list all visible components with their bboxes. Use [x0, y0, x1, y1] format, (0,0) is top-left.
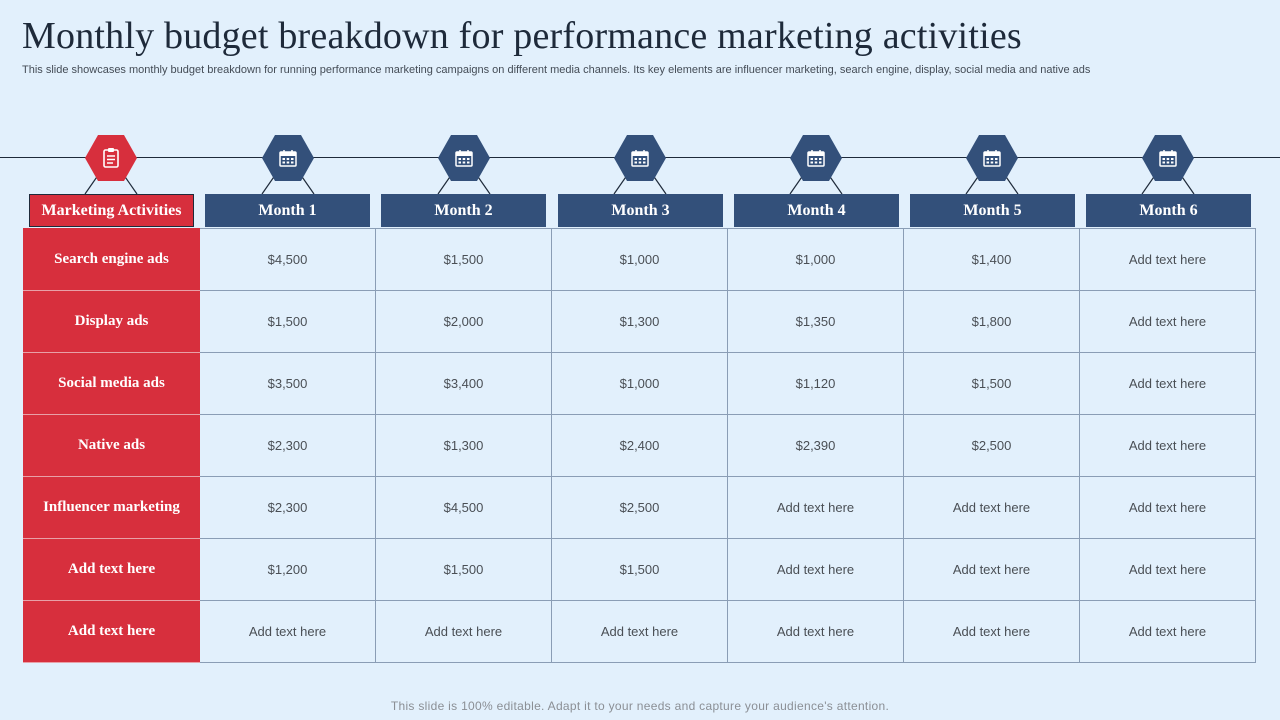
table-cell: $1,500	[199, 290, 376, 353]
calendar-icon	[278, 148, 298, 168]
month-icon-marker	[789, 135, 843, 195]
table-row: Influencer marketing $2,300 $4,500 $2,500 Ad…	[23, 476, 1256, 539]
table-cell: $1,400	[903, 228, 1080, 291]
table-cell: $1,000	[727, 228, 904, 291]
table-cell: $4,500	[199, 228, 376, 291]
footer-note: This slide is 100% editable. Adapt it to…	[390, 699, 890, 713]
table-cell: $1,500	[551, 538, 728, 601]
table-cell: Add text here	[1079, 600, 1256, 663]
table-cell: Add text here	[1079, 476, 1256, 539]
table-cell: Add text here	[727, 476, 904, 539]
table-cell: $3,500	[199, 352, 376, 415]
hexagon-badge	[85, 135, 137, 181]
table-cell: Add text here	[903, 600, 1080, 663]
table-cell: $1,500	[375, 228, 552, 291]
table-row: Native ads $2,300 $1,300 $2,400 $2,390 $2,500…	[23, 414, 1256, 477]
calendar-icon	[806, 148, 826, 168]
row-label: Social media ads	[23, 352, 200, 415]
table-cell: $4,500	[375, 476, 552, 539]
table-cell: $1,000	[551, 228, 728, 291]
budget-table: Search engine ads $4,500 $1,500 $1,000 $1,00…	[23, 228, 1256, 663]
table-cell: $2,500	[903, 414, 1080, 477]
header-marketing-activities: Marketing Activities	[29, 194, 194, 227]
table-cell: $1,300	[551, 290, 728, 353]
table-row: Add text here Add text here Add text here A…	[23, 600, 1256, 663]
row-label: Add text here	[23, 538, 200, 601]
table-cell: Add text here	[903, 476, 1080, 539]
month-icon-marker	[437, 135, 491, 195]
table-cell: $3,400	[375, 352, 552, 415]
table-cell: $1,300	[375, 414, 552, 477]
header-month-5: Month 5	[910, 194, 1075, 227]
calendar-icon	[454, 148, 474, 168]
table-cell: Add text here	[1079, 538, 1256, 601]
header-month-2: Month 2	[381, 194, 546, 227]
hexagon-badge	[790, 135, 842, 181]
table-row: Add text here $1,200 $1,500 $1,500 Add text …	[23, 538, 1256, 601]
table-row: Search engine ads $4,500 $1,500 $1,000 $1,00…	[23, 228, 1256, 291]
month-icon-marker	[1141, 135, 1195, 195]
row-label: Add text here	[23, 600, 200, 663]
row-label: Search engine ads	[23, 228, 200, 291]
row-label: Influencer marketing	[23, 476, 200, 539]
table-cell: Add text here	[1079, 228, 1256, 291]
table-cell: Add text here	[375, 600, 552, 663]
table-cell: $2,500	[551, 476, 728, 539]
header-month-3: Month 3	[558, 194, 723, 227]
month-icon-marker	[261, 135, 315, 195]
row-label: Display ads	[23, 290, 200, 353]
table-cell: $2,390	[727, 414, 904, 477]
month-icon-marker	[965, 135, 1019, 195]
calendar-icon	[630, 148, 650, 168]
table-cell: $2,300	[199, 414, 376, 477]
page-subtitle: This slide showcases monthly budget brea…	[22, 64, 1091, 76]
row-label: Native ads	[23, 414, 200, 477]
table-cell: Add text here	[199, 600, 376, 663]
table-cell: $1,800	[903, 290, 1080, 353]
month-icon-marker	[613, 135, 667, 195]
table-cell: $1,500	[903, 352, 1080, 415]
table-cell: Add text here	[1079, 414, 1256, 477]
activities-icon-marker	[84, 135, 138, 195]
table-row: Social media ads $3,500 $3,400 $1,000 $1,120…	[23, 352, 1256, 415]
table-cell: Add text here	[551, 600, 728, 663]
table-cell: Add text here	[903, 538, 1080, 601]
table-cell: $2,000	[375, 290, 552, 353]
table-row: Display ads $1,500 $2,000 $1,300 $1,350 $1,80…	[23, 290, 1256, 353]
table-cell: $1,350	[727, 290, 904, 353]
calendar-icon	[1158, 148, 1178, 168]
table-cell: Add text here	[727, 600, 904, 663]
page-title: Monthly budget breakdown for performance…	[22, 15, 1022, 57]
table-cell: $1,120	[727, 352, 904, 415]
table-cell: $1,000	[551, 352, 728, 415]
clipboard-icon	[101, 147, 121, 169]
header-month-6: Month 6	[1086, 194, 1251, 227]
table-cell: $2,400	[551, 414, 728, 477]
header-month-1: Month 1	[205, 194, 370, 227]
table-cell: $1,200	[199, 538, 376, 601]
table-cell: $2,300	[199, 476, 376, 539]
header-month-4: Month 4	[734, 194, 899, 227]
table-cell: $1,500	[375, 538, 552, 601]
table-cell: Add text here	[1079, 352, 1256, 415]
calendar-icon	[982, 148, 1002, 168]
table-cell: Add text here	[727, 538, 904, 601]
hexagon-badge	[966, 135, 1018, 181]
hexagon-badge	[614, 135, 666, 181]
table-cell: Add text here	[1079, 290, 1256, 353]
